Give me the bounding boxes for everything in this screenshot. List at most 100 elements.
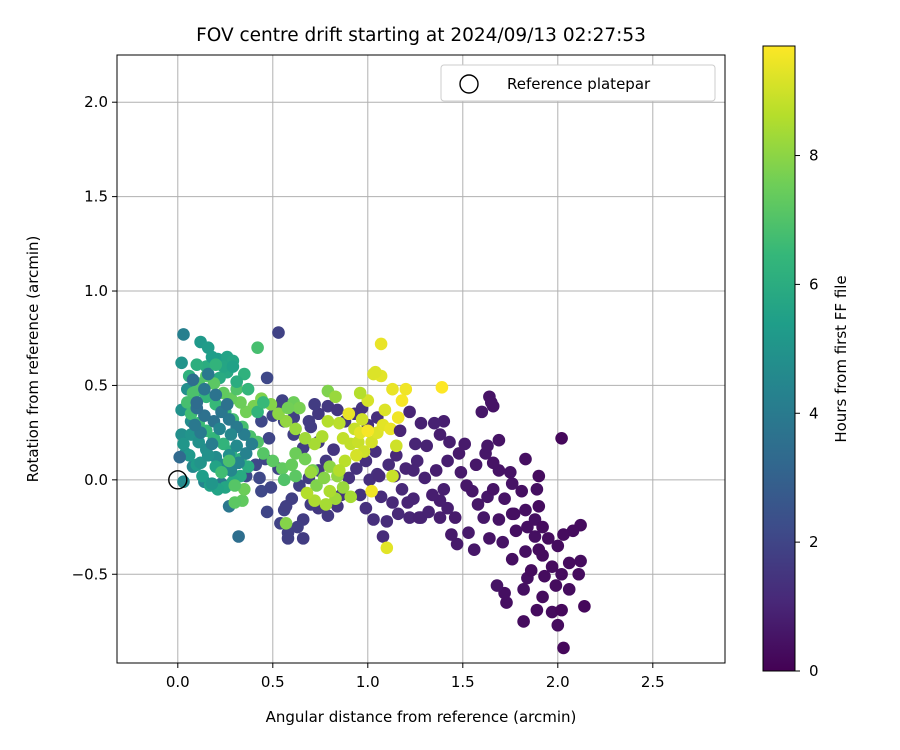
y-tick-label: 0.5 (84, 376, 108, 394)
plot-frame (116, 54, 726, 664)
data-point (281, 532, 295, 545)
data-point (519, 503, 532, 517)
data-point (399, 382, 413, 396)
data-point (528, 530, 542, 543)
data-point (327, 443, 340, 456)
data-point (492, 513, 506, 526)
data-point (443, 435, 456, 449)
data-point (277, 473, 291, 487)
data-point (175, 428, 188, 441)
data-point (350, 462, 363, 475)
data-point (352, 435, 365, 449)
data-point (367, 513, 380, 526)
data-point (410, 454, 424, 468)
data-point (562, 583, 576, 596)
data-point (323, 484, 337, 498)
data-point (175, 356, 188, 370)
data-point (426, 488, 439, 502)
data-point (308, 398, 321, 411)
data-point (498, 492, 511, 506)
reference-marker (168, 470, 188, 490)
data-point (452, 447, 466, 460)
data-point (517, 615, 530, 628)
data-point (186, 373, 200, 387)
data-point (186, 386, 200, 400)
data-point (509, 524, 523, 538)
data-point (298, 432, 312, 445)
data-point (519, 452, 532, 466)
data-point (374, 337, 388, 351)
data-point (336, 432, 350, 445)
data-point (524, 564, 538, 577)
x-tick-label: 1.0 (356, 673, 380, 691)
data-point (562, 556, 576, 570)
data-point (255, 415, 268, 428)
data-point (376, 530, 390, 543)
data-point (285, 458, 299, 472)
data-point (291, 520, 304, 534)
data-point (505, 552, 519, 566)
data-point (293, 401, 306, 415)
x-axis-label: Angular distance from reference (arcmin) (266, 708, 577, 726)
data-point (414, 416, 428, 430)
data-point (374, 490, 388, 504)
data-point (555, 567, 568, 581)
y-axis-ticks: −0.5 0.0 0.5 1.0 1.5 2.0 (72, 93, 117, 583)
data-point (353, 386, 367, 400)
data-point (369, 365, 382, 379)
data-point (403, 405, 416, 419)
data-point (532, 499, 546, 513)
data-point (213, 422, 226, 436)
data-point (220, 398, 234, 411)
data-point (333, 464, 346, 477)
data-point (190, 358, 204, 371)
data-point (391, 411, 405, 424)
data-point (481, 439, 494, 453)
data-point (260, 371, 274, 385)
data-point (395, 482, 409, 496)
data-point (390, 448, 403, 462)
legend-marker-icon (459, 74, 479, 94)
data-point (251, 405, 264, 419)
data-point (441, 454, 454, 468)
data-point (369, 445, 382, 458)
x-tick-label: 0.0 (166, 673, 190, 691)
data-point (504, 465, 517, 479)
data-point (262, 432, 276, 445)
data-point (333, 416, 346, 430)
data-point (331, 403, 344, 417)
data-point (372, 469, 386, 483)
data-point (517, 583, 530, 596)
data-point (412, 511, 426, 524)
data-point (365, 484, 378, 498)
data-point (317, 471, 331, 485)
data-point (483, 532, 496, 545)
data-point (342, 471, 356, 485)
colorbar-gradient (762, 45, 796, 672)
data-point (429, 464, 443, 477)
data-point (557, 641, 570, 655)
data-point (551, 618, 565, 632)
data-point (342, 407, 356, 421)
data-point (308, 437, 321, 451)
data-point (336, 481, 350, 494)
data-point (177, 437, 190, 451)
chart-title: FOV centre drift starting at 2024/09/13 … (196, 25, 646, 46)
data-point (409, 437, 422, 451)
data-point (492, 433, 506, 447)
data-point (241, 382, 255, 396)
data-point (190, 396, 204, 409)
data-point (545, 560, 559, 574)
data-point (201, 367, 215, 381)
data-point (253, 471, 266, 485)
data-point (188, 418, 202, 432)
data-point (578, 600, 591, 613)
data-point (437, 415, 451, 428)
data-point (279, 516, 293, 530)
data-point (321, 415, 335, 428)
colorbar-tick-label: 4 (809, 404, 819, 422)
x-tick-label: 0.5 (261, 673, 285, 691)
data-point (433, 428, 447, 441)
data-point (380, 541, 394, 555)
data-point (232, 530, 245, 543)
